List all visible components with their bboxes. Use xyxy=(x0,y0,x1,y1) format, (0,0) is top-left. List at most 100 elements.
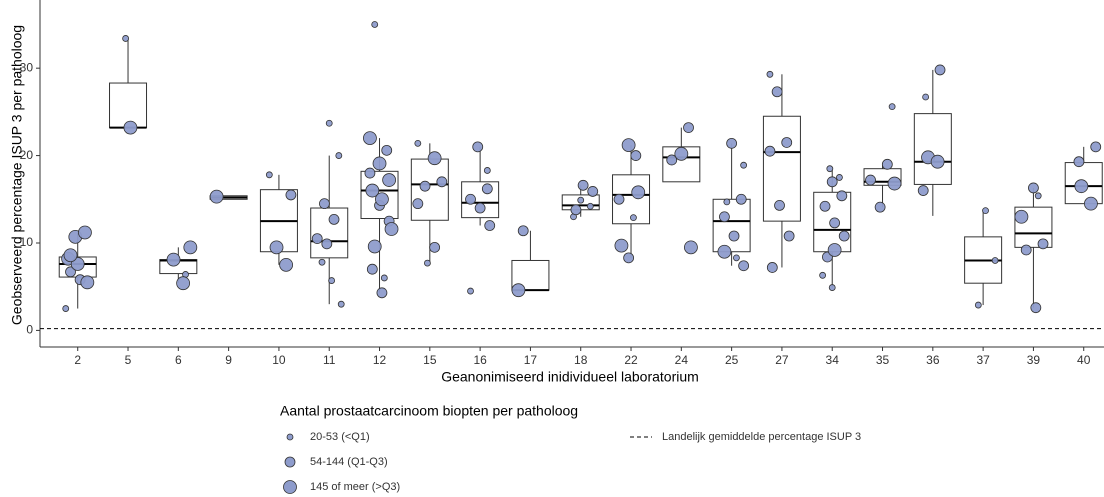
box xyxy=(612,174,651,225)
point xyxy=(587,186,599,197)
point xyxy=(723,198,731,206)
x-tick-label: 40 xyxy=(1077,353,1091,367)
point xyxy=(384,222,399,236)
point xyxy=(683,122,694,134)
legend-label: 145 of meer (>Q3) xyxy=(310,481,400,493)
point xyxy=(337,300,345,308)
box xyxy=(109,82,148,129)
point xyxy=(511,283,526,298)
y-tick-label: 30 xyxy=(20,60,34,74)
x-tick-label: 9 xyxy=(225,353,232,367)
point xyxy=(1030,302,1042,314)
point xyxy=(381,144,393,156)
point xyxy=(1073,156,1085,168)
point xyxy=(614,238,629,253)
point xyxy=(481,183,493,195)
point xyxy=(930,154,945,169)
box xyxy=(712,198,751,253)
point xyxy=(365,183,380,198)
point xyxy=(684,240,698,255)
x-axis-label: Geanonimiseerd inidividueel laboratorium xyxy=(441,369,699,385)
legend-marker xyxy=(284,456,296,468)
point xyxy=(429,241,441,253)
point xyxy=(826,165,834,173)
point xyxy=(774,200,785,211)
point xyxy=(380,274,388,282)
point xyxy=(631,185,646,200)
point xyxy=(740,161,748,169)
point xyxy=(991,257,999,264)
point xyxy=(1090,141,1102,153)
point xyxy=(717,244,732,259)
point xyxy=(719,211,730,223)
point xyxy=(887,176,902,191)
y-tick-label: 0 xyxy=(26,323,33,337)
point xyxy=(424,259,431,267)
x-tick-label: 35 xyxy=(876,353,890,367)
point xyxy=(318,258,326,266)
point xyxy=(836,190,848,202)
point xyxy=(819,200,831,212)
point xyxy=(474,202,486,214)
point xyxy=(65,266,76,278)
x-tick-label: 27 xyxy=(775,353,789,367)
box xyxy=(360,170,399,220)
point xyxy=(881,158,893,170)
point xyxy=(630,214,637,222)
box xyxy=(1014,206,1053,248)
point xyxy=(1028,182,1039,194)
point xyxy=(176,276,191,291)
point xyxy=(888,103,896,111)
point xyxy=(826,176,838,188)
point xyxy=(285,189,297,201)
point xyxy=(335,152,343,159)
x-tick-label: 25 xyxy=(725,353,739,367)
point xyxy=(372,156,387,171)
point xyxy=(122,35,130,42)
point xyxy=(414,139,422,147)
point xyxy=(123,120,138,135)
x-tick-label: 17 xyxy=(524,353,538,367)
point xyxy=(412,198,424,210)
point xyxy=(865,174,876,186)
x-tick-label: 34 xyxy=(826,353,840,367)
point xyxy=(726,137,738,149)
point xyxy=(467,287,474,295)
point xyxy=(829,217,841,229)
point xyxy=(764,145,776,157)
point xyxy=(465,193,476,205)
point xyxy=(974,301,982,309)
y-tick-label: 20 xyxy=(20,148,34,162)
legend-marker xyxy=(286,433,294,441)
point xyxy=(766,70,774,78)
x-tick-label: 24 xyxy=(675,353,689,367)
point xyxy=(166,252,181,267)
legend-reference-label: Landelijk gemiddelde percentage ISUP 3 xyxy=(662,431,861,443)
point xyxy=(735,193,747,205)
point xyxy=(733,254,740,262)
point xyxy=(674,146,689,161)
point xyxy=(1020,244,1032,256)
point xyxy=(577,196,585,204)
x-tick-label: 2 xyxy=(74,353,81,367)
point xyxy=(78,225,92,240)
point xyxy=(328,277,336,284)
point xyxy=(1074,179,1089,194)
point xyxy=(1084,196,1098,211)
point xyxy=(819,271,827,279)
y-tick-label: 10 xyxy=(20,235,34,249)
point xyxy=(483,167,491,174)
point xyxy=(328,213,340,225)
point xyxy=(827,243,842,257)
x-tick-label: 37 xyxy=(976,353,990,367)
point xyxy=(570,204,582,216)
point xyxy=(311,233,323,245)
point xyxy=(828,284,836,291)
point xyxy=(517,225,529,237)
point xyxy=(1037,238,1049,250)
point xyxy=(371,21,379,28)
point xyxy=(666,154,678,166)
point xyxy=(982,207,989,215)
point xyxy=(621,138,636,152)
y-axis-label: Geobserveerd percentage ISUP 3 per patho… xyxy=(9,25,25,325)
